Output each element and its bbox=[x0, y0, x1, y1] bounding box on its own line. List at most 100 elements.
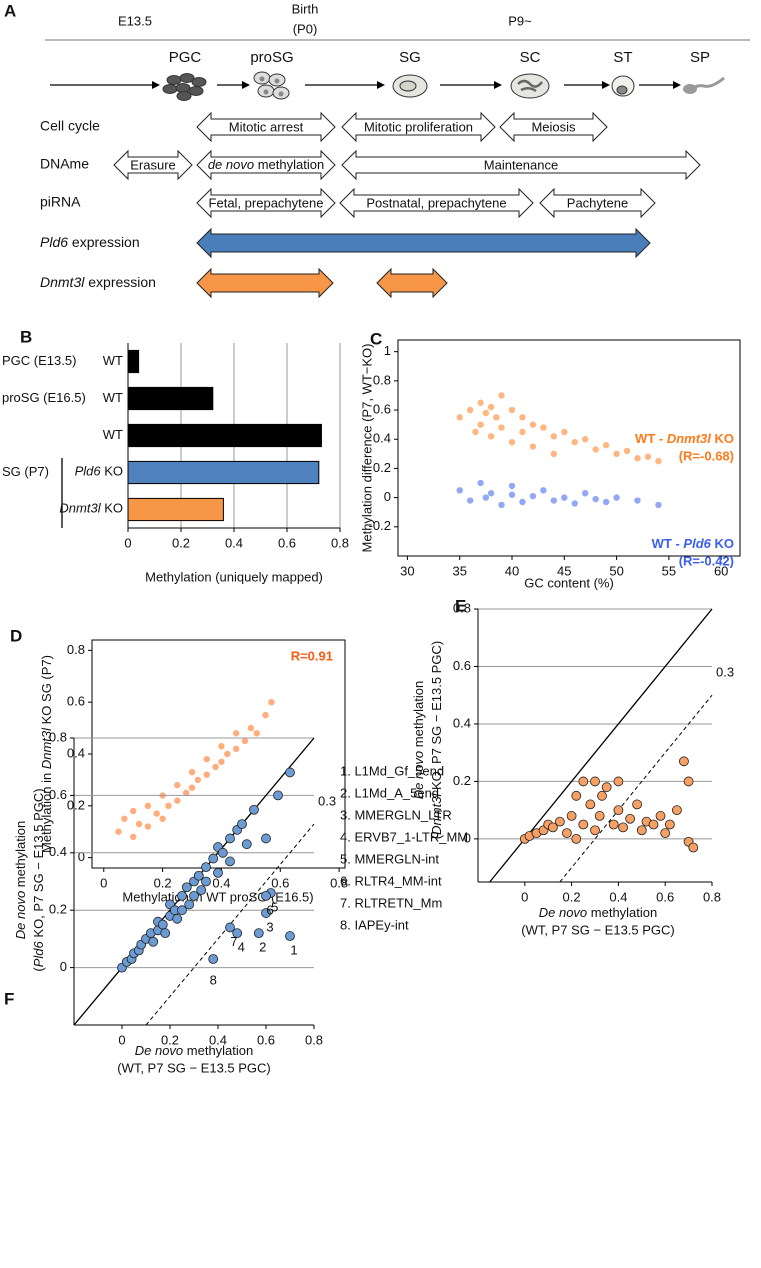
text-part: Pld6 bbox=[40, 234, 68, 250]
point bbox=[129, 807, 137, 815]
point bbox=[249, 804, 259, 815]
panel-letter: E bbox=[455, 596, 466, 615]
point bbox=[519, 498, 526, 506]
timeline-label: P9~ bbox=[508, 13, 532, 28]
offset-line bbox=[145, 823, 315, 1026]
stage-arrow bbox=[341, 149, 701, 181]
stage-label: PGC bbox=[169, 49, 202, 66]
category-label: WT bbox=[103, 353, 123, 368]
text-part: KO, P7 SG − E13.5 PGC) bbox=[429, 641, 444, 794]
point bbox=[285, 767, 295, 778]
text-part: KO bbox=[101, 501, 123, 516]
point bbox=[561, 494, 568, 501]
bar bbox=[127, 497, 224, 522]
text-part: Methylation in bbox=[39, 769, 54, 853]
point bbox=[555, 816, 565, 827]
y-tick-label: 0.2 bbox=[373, 460, 391, 475]
point bbox=[466, 406, 474, 414]
y-axis-label: Methylation in Dnmt3l KO SG (P7) bbox=[39, 655, 54, 853]
point bbox=[644, 453, 652, 460]
point bbox=[184, 899, 195, 910]
panel-letter: D bbox=[10, 626, 22, 645]
note: 6. RLTR4_MM-int bbox=[340, 873, 442, 888]
point bbox=[181, 882, 192, 893]
x-tick-label: 0.6 bbox=[656, 889, 674, 904]
point bbox=[189, 890, 199, 901]
point bbox=[174, 781, 181, 789]
x-tick-label: 0 bbox=[100, 875, 107, 890]
x-tick-label: 0.4 bbox=[209, 1032, 227, 1047]
x-tick-label: 0.8 bbox=[330, 875, 348, 890]
y-axis-label: (Dnmt3l KO, P7 SG − E13.5 PGC) bbox=[429, 641, 444, 839]
point bbox=[203, 771, 210, 778]
point bbox=[225, 833, 235, 844]
point bbox=[201, 876, 211, 887]
x-axis-label: (WT, P7 SG − E13.5 PGC) bbox=[521, 922, 675, 937]
y-tick-label: 0.4 bbox=[49, 844, 67, 859]
text-part: De novo bbox=[539, 905, 587, 920]
point bbox=[477, 399, 484, 406]
point bbox=[634, 455, 641, 462]
point bbox=[592, 495, 599, 503]
x-tick-label: 55 bbox=[662, 563, 676, 578]
panel-letter: F bbox=[4, 989, 14, 1008]
y-tick-label: 0 bbox=[384, 489, 391, 504]
point bbox=[472, 428, 479, 436]
point bbox=[177, 890, 187, 901]
y-axis-label: De novo methylation bbox=[13, 821, 28, 940]
bar bbox=[127, 349, 140, 374]
x-tick-label: 0.6 bbox=[271, 875, 289, 890]
point-label: 6 bbox=[266, 902, 273, 917]
text-part: KO SG (P7) bbox=[39, 655, 54, 728]
text-part: Dnmt3l bbox=[667, 431, 711, 446]
point bbox=[571, 833, 582, 844]
point bbox=[582, 436, 589, 443]
arrow-label: Erasure bbox=[130, 157, 176, 172]
point bbox=[115, 828, 122, 835]
point bbox=[602, 498, 610, 506]
point bbox=[268, 698, 275, 706]
bar bbox=[127, 460, 320, 485]
point bbox=[174, 797, 181, 804]
x-axis-label: GC content (%) bbox=[524, 575, 614, 590]
y-tick-label: 0.8 bbox=[49, 729, 67, 744]
point bbox=[247, 724, 255, 732]
x-tick-label: 35 bbox=[452, 563, 466, 578]
x-tick-label: 0 bbox=[118, 1032, 125, 1047]
point bbox=[601, 782, 612, 793]
point bbox=[237, 819, 247, 829]
text-part: De novo bbox=[13, 891, 28, 939]
point bbox=[241, 839, 252, 850]
point bbox=[547, 822, 558, 833]
point bbox=[493, 414, 500, 421]
point bbox=[613, 805, 624, 816]
stage-label: SC bbox=[520, 49, 541, 66]
y-axis-label: De novo methylation bbox=[411, 681, 426, 800]
stage-arrow bbox=[341, 111, 496, 143]
point bbox=[261, 833, 271, 844]
x-tick-label: 0.2 bbox=[563, 889, 581, 904]
point bbox=[540, 487, 547, 494]
point bbox=[519, 428, 526, 436]
arrow-label: Maintenance bbox=[484, 157, 558, 172]
point bbox=[487, 433, 495, 440]
x-tick-label: 0 bbox=[124, 535, 131, 550]
x-axis-label: (WT, P7 SG − E13.5 PGC) bbox=[117, 1060, 271, 1075]
point bbox=[625, 813, 635, 824]
point bbox=[571, 500, 578, 507]
stage-arrow bbox=[196, 149, 336, 181]
panel-letter: C bbox=[370, 329, 382, 348]
timeline-label: Birth bbox=[292, 1, 319, 16]
point bbox=[594, 811, 605, 821]
y-tick-label: 0.6 bbox=[49, 787, 67, 802]
point bbox=[253, 730, 260, 737]
y-axis-label: (Pld6 KO, P7 SG − E13.5 PGC) bbox=[31, 788, 46, 971]
text-part: Dnmt3l bbox=[40, 274, 85, 290]
point bbox=[212, 763, 219, 771]
text-part: KO bbox=[101, 464, 123, 479]
series-annotation: WT - Pld6 KO bbox=[652, 536, 734, 551]
text-part: methylation bbox=[411, 681, 426, 751]
point bbox=[508, 482, 516, 490]
stage-arrow bbox=[539, 187, 656, 219]
y-tick-label: 0.8 bbox=[453, 600, 471, 615]
